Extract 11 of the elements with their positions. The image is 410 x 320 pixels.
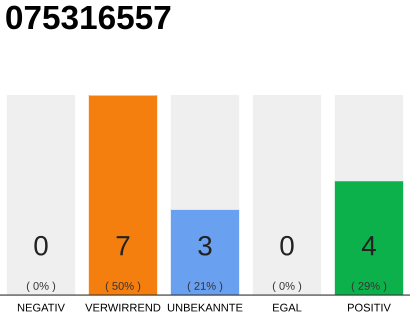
data-label: 0 ( 0% ): [26, 236, 56, 292]
x-tick-label: EGAL: [273, 304, 302, 312]
x-tick-label: NEGATIV: [18, 304, 65, 312]
x-tick-label: VERWIRREND: [85, 304, 160, 312]
data-label: 3 ( 21% ): [188, 236, 222, 292]
data-label: 7 ( 50% ): [106, 236, 140, 292]
data-label: 4 ( 29% ): [352, 236, 386, 292]
x-tick-label: UNBEKANNTE: [168, 304, 242, 312]
data-label: 0 ( 0% ): [272, 236, 302, 292]
chart-title: 075316557: [6, 6, 170, 30]
x-tick-label: POSITIV: [348, 304, 391, 312]
